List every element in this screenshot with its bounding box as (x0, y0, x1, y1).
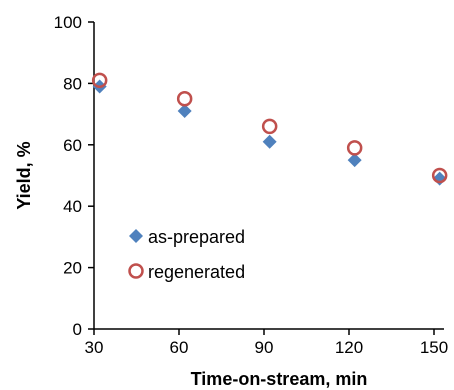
x-tick-label: 60 (170, 338, 189, 357)
point-regenerated (261, 118, 278, 135)
legend-item-as-prepared: as-prepared (129, 227, 245, 247)
legend-marker-regenerated (128, 263, 144, 279)
point-regenerated (91, 72, 108, 89)
point-regenerated (346, 140, 363, 156)
point-as-prepared (262, 134, 277, 149)
x-ticks: 30 60 90 120 150 (85, 329, 448, 357)
y-axis-title: Yield, % (14, 141, 34, 209)
y-tick-label: 60 (63, 136, 82, 155)
y-ticks: 0 20 40 60 80 100 (54, 13, 94, 339)
point-regenerated (176, 91, 193, 107)
point-regenerated (431, 167, 448, 184)
y-tick-label: 80 (63, 74, 82, 93)
x-axis-title: Time-on-stream, min (191, 369, 368, 389)
x-tick-label: 120 (335, 338, 363, 357)
legend-marker-as-prepared (129, 229, 143, 243)
point-as-prepared (177, 104, 192, 119)
legend: as-prepared regenerated (128, 227, 245, 282)
series-regenerated (91, 72, 448, 184)
y-tick-label: 20 (63, 259, 82, 278)
y-tick-label: 40 (63, 197, 82, 216)
x-tick-label: 90 (255, 338, 274, 357)
x-tick-label: 30 (85, 338, 104, 357)
legend-label-regenerated: regenerated (148, 262, 245, 282)
x-tick-label: 150 (420, 338, 448, 357)
axes (93, 22, 444, 330)
legend-label-as-prepared: as-prepared (148, 227, 245, 247)
legend-item-regenerated: regenerated (128, 262, 245, 282)
y-tick-label: 100 (54, 13, 82, 32)
point-as-prepared (347, 153, 362, 168)
data-marks (91, 72, 448, 186)
y-tick-label: 0 (73, 320, 82, 339)
